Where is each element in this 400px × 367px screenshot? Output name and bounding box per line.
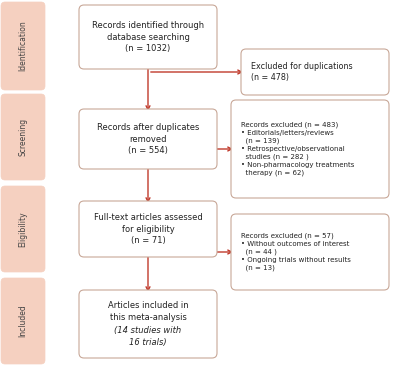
Text: Full-text articles assessed
for eligibility
(n = 71): Full-text articles assessed for eligibil… bbox=[94, 213, 202, 245]
FancyBboxPatch shape bbox=[231, 100, 389, 198]
FancyBboxPatch shape bbox=[1, 94, 45, 180]
Text: Identification: Identification bbox=[18, 21, 28, 71]
Text: Records after duplicates
removed
(n = 554): Records after duplicates removed (n = 55… bbox=[97, 123, 199, 155]
FancyBboxPatch shape bbox=[1, 2, 45, 90]
FancyBboxPatch shape bbox=[79, 5, 217, 69]
Text: Eligibility: Eligibility bbox=[18, 211, 28, 247]
Text: Screening: Screening bbox=[18, 118, 28, 156]
Text: this meta-analysis: this meta-analysis bbox=[110, 313, 186, 323]
Text: Excluded for duplications
(n = 478): Excluded for duplications (n = 478) bbox=[251, 62, 353, 82]
FancyBboxPatch shape bbox=[79, 201, 217, 257]
Text: 16 trials): 16 trials) bbox=[129, 338, 167, 346]
FancyBboxPatch shape bbox=[1, 186, 45, 272]
FancyBboxPatch shape bbox=[241, 49, 389, 95]
Text: Articles included in: Articles included in bbox=[108, 302, 188, 310]
Text: Included: Included bbox=[18, 305, 28, 337]
Text: Records excluded (n = 57)
• Without outcomes of interest
  (n = 44 )
• Ongoing t: Records excluded (n = 57) • Without outc… bbox=[241, 233, 351, 271]
Text: (14 studies with: (14 studies with bbox=[114, 326, 182, 334]
FancyBboxPatch shape bbox=[79, 290, 217, 358]
Text: Records excluded (n = 483)
• Editorials/letters/reviews
  (n = 139)
• Retrospect: Records excluded (n = 483) • Editorials/… bbox=[241, 122, 354, 176]
FancyBboxPatch shape bbox=[79, 109, 217, 169]
Text: Records identified through
database searching
(n = 1032): Records identified through database sear… bbox=[92, 21, 204, 53]
FancyBboxPatch shape bbox=[231, 214, 389, 290]
FancyBboxPatch shape bbox=[1, 278, 45, 364]
